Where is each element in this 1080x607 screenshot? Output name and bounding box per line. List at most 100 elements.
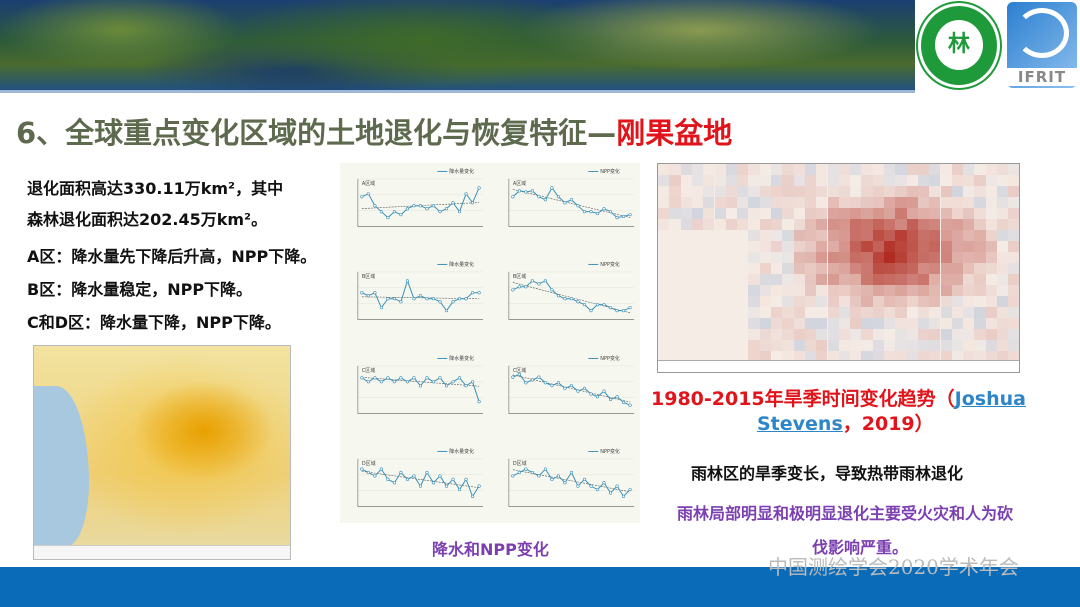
map-cell: [929, 307, 940, 318]
map-cell: [952, 307, 963, 318]
data-point: [444, 383, 449, 388]
data-point: [582, 386, 587, 390]
map-cell: [1008, 307, 1019, 318]
data-point: [425, 207, 429, 211]
map-cell: [861, 252, 873, 263]
map-cell: [997, 307, 1009, 318]
data-point: [595, 211, 600, 216]
data-point: [366, 294, 370, 298]
data-point: [556, 380, 561, 385]
map-cell: [929, 230, 941, 241]
map-cell: [963, 186, 974, 197]
map-cell: [669, 164, 681, 175]
map-cell: [861, 329, 873, 340]
map-cell: [816, 197, 827, 208]
map-cell: [703, 175, 714, 186]
map-cell: [1008, 263, 1019, 274]
map-cell: [997, 263, 1009, 274]
data-point: [602, 303, 606, 307]
data-point: [386, 216, 390, 220]
map-cell: [771, 307, 783, 318]
chart-panel: B区域 NPP变化: [491, 256, 640, 347]
map-cell: [906, 263, 918, 274]
map-cell: [963, 307, 975, 318]
map-cell: [861, 263, 873, 274]
map-cell: [748, 186, 760, 197]
map-cell: [850, 219, 862, 230]
data-point: [477, 186, 481, 190]
map-cell: [997, 230, 1009, 241]
map-cell: [793, 263, 805, 274]
data-point: [563, 481, 567, 485]
map-cell: [794, 285, 805, 296]
map-cell: [906, 274, 918, 285]
reference-link-stevens[interactable]: Stevens: [757, 413, 843, 435]
map-cell: [725, 197, 738, 208]
map-cell: [906, 252, 918, 263]
map-cell: [951, 197, 964, 208]
map-cell: [737, 219, 749, 230]
precipitation-npp-charts: A区域 降水量变化 A区域 NPP变化 B区域 降水量变化 B区域 NPP变化 C区域 降水量变化…: [340, 163, 640, 523]
map-cell: [907, 307, 918, 318]
map-cell: [793, 164, 805, 175]
data-point: [477, 484, 481, 488]
data-point: [366, 192, 370, 196]
map-cell: [782, 197, 794, 208]
data-point: [608, 210, 613, 214]
map-cell: [929, 241, 941, 252]
data-point: [563, 386, 567, 390]
map-cell: [838, 230, 851, 241]
map-cell: [804, 252, 817, 263]
map-cell: [827, 230, 839, 241]
chart-panel: B区域 降水量变化: [340, 256, 489, 347]
map-cell: [759, 274, 771, 285]
map-cell: [714, 208, 726, 219]
region-label: D区域: [362, 460, 376, 467]
map-cell: [793, 296, 805, 307]
map-cell: [850, 296, 862, 307]
data-point: [621, 309, 626, 313]
map-cell: [861, 274, 873, 285]
map-cell: [771, 274, 783, 285]
map-cell: [816, 340, 828, 351]
map-cell: [985, 230, 997, 241]
map-cell: [963, 285, 975, 296]
map-cell: [997, 164, 1009, 175]
map-cell: [748, 329, 759, 340]
map-cell: [793, 241, 805, 252]
ifrit-logo: IFRIT: [1007, 2, 1077, 88]
map-cell: [974, 285, 986, 296]
map-cell: [884, 329, 895, 340]
data-point: [517, 189, 521, 193]
region-cd-text: C和D区：降水量下降，NPP下降。: [27, 313, 281, 332]
map-cell: [703, 219, 715, 230]
legend-label: NPP变化: [600, 168, 620, 175]
map-cell: [929, 164, 941, 175]
data-point: [530, 189, 534, 193]
map-cell: [804, 285, 817, 296]
map-cell: [759, 351, 771, 362]
legend-label: NPP变化: [600, 448, 620, 455]
map-cell: [816, 307, 827, 318]
map-cell: [940, 197, 952, 208]
map-cell: [804, 241, 817, 252]
data-point: [438, 300, 442, 304]
data-point: [477, 399, 481, 404]
trend-line: [512, 374, 631, 403]
map-cell: [929, 219, 941, 230]
map-cell: [974, 219, 986, 230]
trend-line: [512, 189, 631, 218]
map-cell: [839, 340, 850, 351]
map-cell: [906, 164, 918, 175]
map-cell: [884, 186, 896, 197]
axis: [357, 365, 484, 414]
map-cell: [861, 241, 873, 252]
data-point: [412, 474, 416, 478]
map-cell: [691, 219, 704, 230]
map-cell: [917, 351, 930, 362]
map-cell: [838, 263, 851, 274]
reference-link-joshua[interactable]: Joshua: [954, 388, 1026, 410]
data-point: [595, 303, 600, 307]
slide-title: 6、全球重点变化区域的土地退化与恢复特征—刚果盆地: [16, 116, 733, 150]
map-cell: [929, 351, 941, 362]
